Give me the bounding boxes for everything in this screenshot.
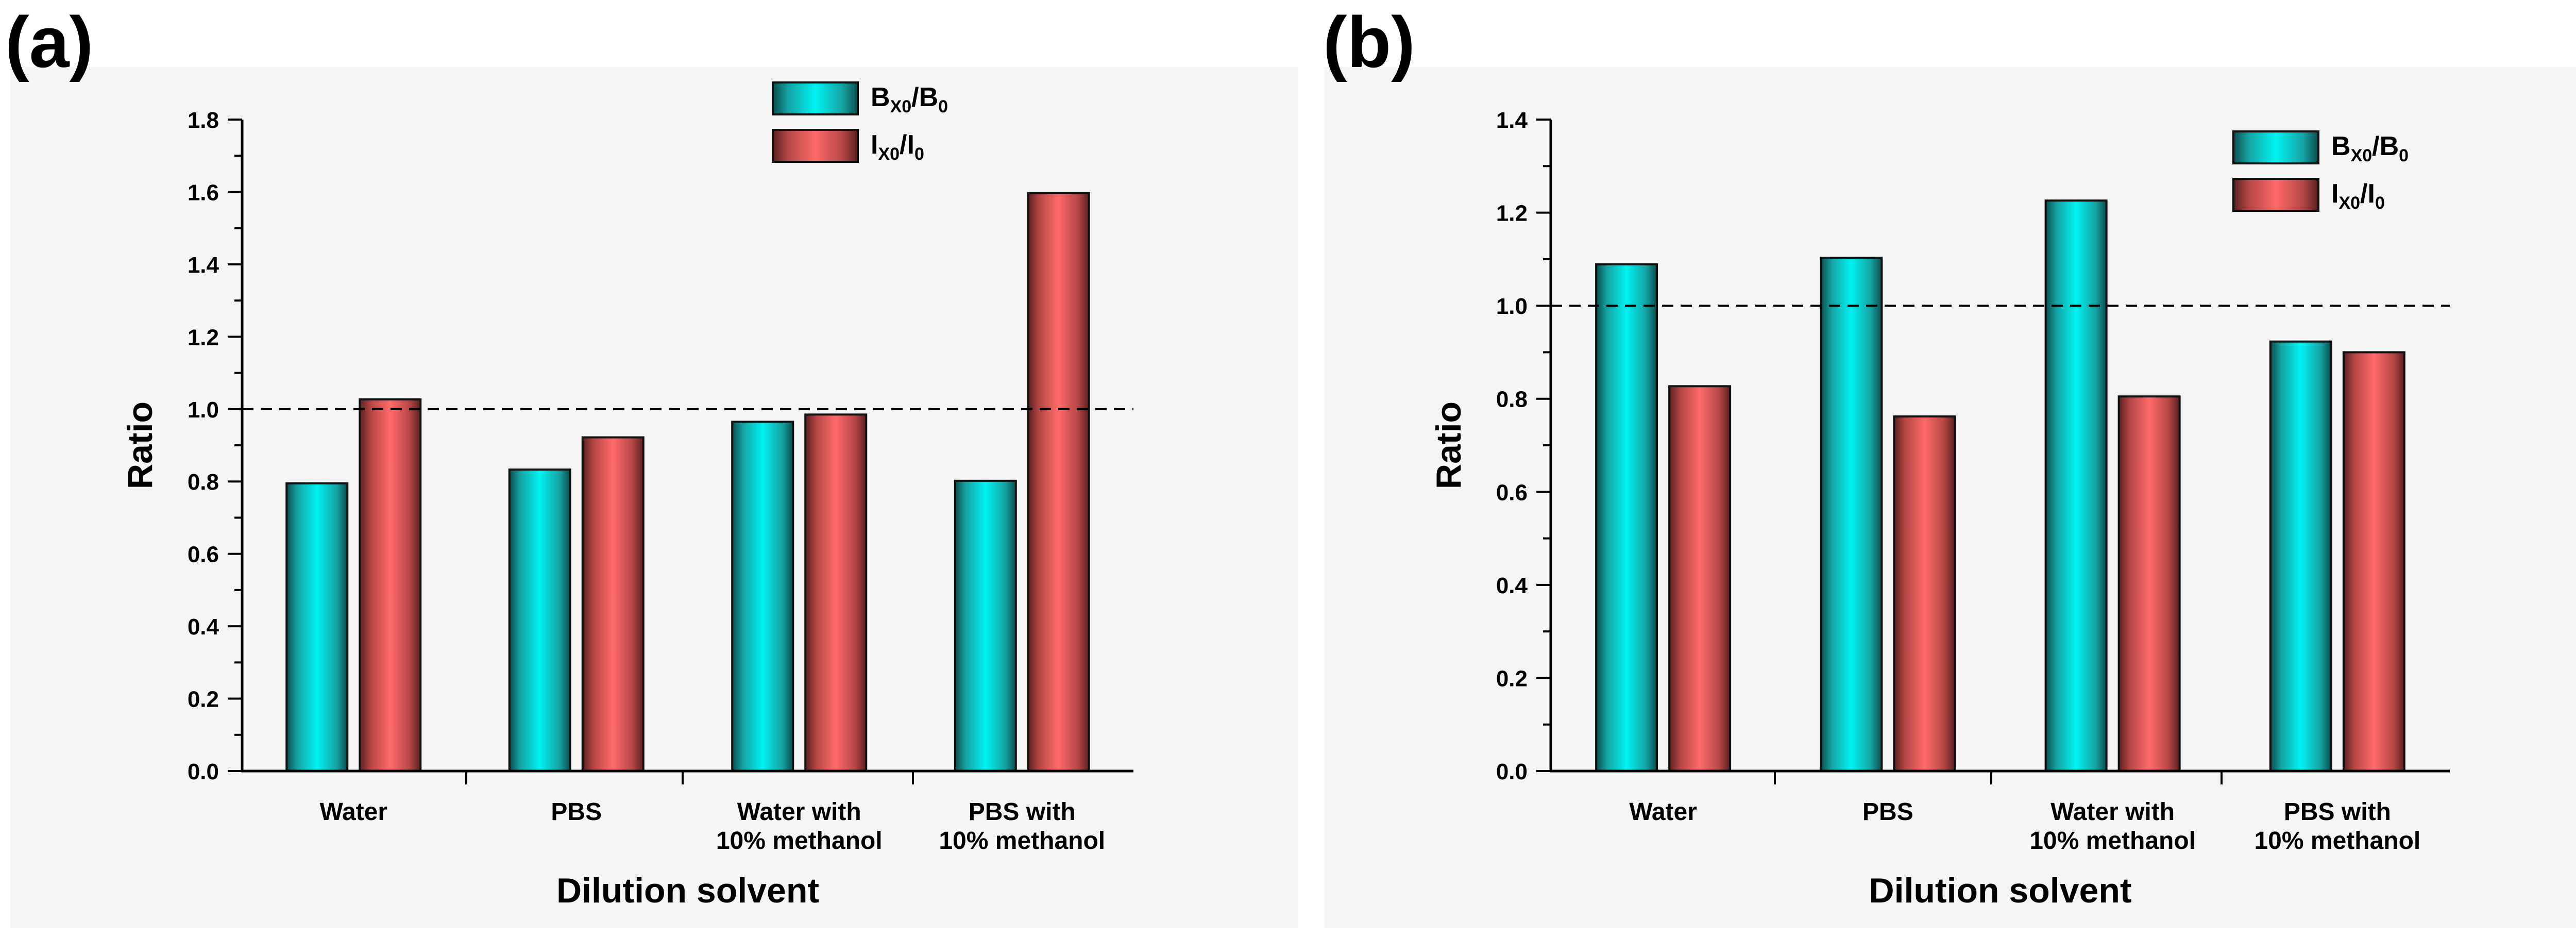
- y-tick-label-0: 0.0: [1496, 759, 1528, 784]
- legend-swatch-0: [2232, 130, 2319, 164]
- x-tick-label-3-1: 10% methanol: [939, 827, 1105, 855]
- x-tick-label-0-0: Water: [1629, 798, 1697, 826]
- bar-b-2: [2044, 199, 2108, 772]
- legend-swatch-1: [772, 129, 859, 163]
- panel-a: (a) 0.0 0.2 0.4 0.6 0.8 1.0 1.2 1.4 1.6 1.8 Water PB…: [5, 2, 1133, 910]
- y-tick-label-2: 0.4: [1496, 573, 1528, 598]
- y-tick-label-1: 0.2: [1496, 666, 1528, 691]
- bar-i-1: [581, 436, 645, 772]
- x-tick-label-2-1: 10% methanol: [2029, 827, 2196, 855]
- y-tick-label-8: 1.6: [188, 180, 219, 205]
- y-tick-label-4: 0.8: [188, 470, 219, 495]
- legend-label-1: IX0/I0: [2331, 179, 2385, 213]
- bar-b-3: [2269, 340, 2332, 772]
- x-axis-title: Dilution solvent: [1869, 871, 2132, 910]
- legend-swatch-0: [772, 81, 859, 115]
- x-tick-label-3-1: 10% methanol: [2254, 827, 2420, 855]
- x-tick-label-0-0: Water: [319, 798, 387, 826]
- bar-b-1: [508, 468, 571, 772]
- y-tick-label-6: 1.2: [1496, 201, 1528, 226]
- panel-label: (b): [1323, 2, 1415, 82]
- legend-label-0: BX0/B0: [2331, 131, 2409, 165]
- bar-i-3: [1027, 192, 1090, 772]
- x-tick-label-1-0: PBS: [551, 798, 602, 826]
- y-tick-label-3: 0.6: [188, 542, 219, 567]
- x-axis-title: Dilution solvent: [556, 871, 819, 910]
- chart-a: (a) 0.0 0.2 0.4 0.6 0.8 1.0 1.2 1.4 1.6 1.8 Water PB…: [5, 2, 1133, 910]
- bar-i-0: [359, 398, 422, 772]
- y-tick-label-9: 1.8: [188, 108, 219, 133]
- bar-b-0: [285, 482, 349, 772]
- legend-label-1: IX0/I0: [871, 130, 924, 164]
- chart-b: (b) 0.0 0.2 0.4 0.6 0.8 1.0 1.2 1.4 Water PBS Water…: [1323, 2, 2450, 910]
- panel-label: (a): [5, 2, 93, 82]
- y-axis-title: Ratio: [1429, 401, 1468, 489]
- bar-b-3: [954, 479, 1017, 772]
- y-axis-title: Ratio: [121, 401, 160, 489]
- bar-i-2: [2117, 395, 2181, 772]
- legend-label-0: BX0/B0: [871, 82, 948, 116]
- bar-b-1: [1820, 257, 1883, 772]
- bar-i-1: [1893, 415, 1956, 772]
- y-tick-label-3: 0.6: [1496, 480, 1528, 505]
- bar-b-2: [731, 421, 794, 772]
- x-tick-label-3-0: PBS with: [2284, 798, 2391, 826]
- y-tick-label-5: 1.0: [188, 397, 219, 423]
- y-tick-label-4: 0.8: [1496, 387, 1528, 412]
- y-tick-label-1: 0.2: [188, 687, 219, 712]
- y-tick-label-6: 1.2: [188, 325, 219, 350]
- bar-i-3: [2342, 351, 2405, 772]
- x-tick-label-2-0: Water with: [2050, 798, 2175, 826]
- bar-b-0: [1595, 263, 1658, 772]
- y-tick-label-7: 1.4: [1496, 108, 1528, 133]
- panel-b: (b) 0.0 0.2 0.4 0.6 0.8 1.0 1.2 1.4 Water PBS Water…: [1309, 0, 2576, 937]
- x-tick-label-3-0: PBS with: [969, 798, 1076, 826]
- y-tick-label-0: 0.0: [188, 759, 219, 784]
- x-tick-label-2-1: 10% methanol: [716, 827, 883, 855]
- bar-i-0: [1668, 385, 1732, 772]
- x-tick-label-2-0: Water with: [737, 798, 861, 826]
- y-tick-label-5: 1.0: [1496, 294, 1528, 319]
- y-tick-label-7: 1.4: [188, 253, 219, 278]
- x-tick-label-1-0: PBS: [1862, 798, 1913, 826]
- legend-swatch-1: [2232, 178, 2319, 212]
- bar-i-2: [804, 413, 868, 772]
- y-tick-label-2: 0.4: [188, 614, 219, 640]
